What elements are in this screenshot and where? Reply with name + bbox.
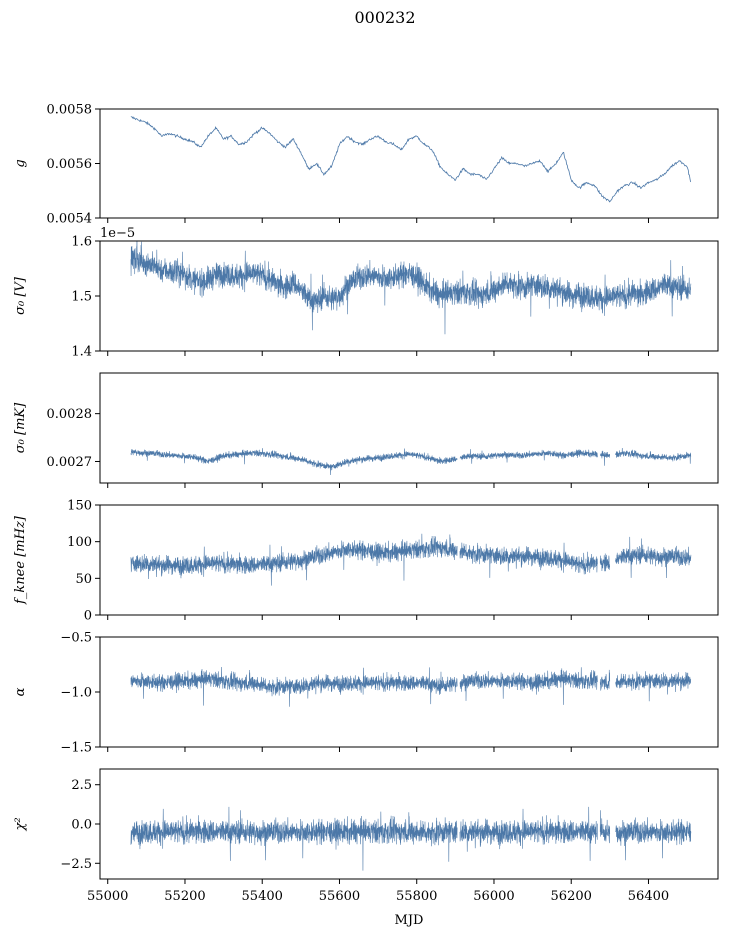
y-tick-label: 2.5 <box>71 778 92 793</box>
subplot-stack: 0.0054 0.0056 0.0058 g 1.4 1.5 1.6 1e−5 σ₀ [V] 0.… <box>13 103 719 904</box>
y-tick-label: −0.5 <box>60 631 92 646</box>
y-tick-label: 0 <box>84 609 92 624</box>
y-tick-label: 1.5 <box>71 290 92 305</box>
y-tick-label: 0.0054 <box>47 212 93 227</box>
series-line-1 <box>130 447 692 476</box>
y-tick-label: 1.6 <box>71 235 92 250</box>
y-tick-label: 0.0056 <box>47 157 93 172</box>
x-tick-label: 55200 <box>164 889 205 904</box>
y-tick-label: −1.5 <box>60 741 92 756</box>
axes-frame <box>99 240 719 352</box>
y-tick-label: 1.4 <box>71 345 92 360</box>
x-tick-label: 56400 <box>628 889 669 904</box>
subplot-3: 0.0027 0.0028 σ₀ [mK] <box>13 372 719 488</box>
y-tick-label: −2.5 <box>60 857 92 872</box>
x-tick-label: 56000 <box>473 889 514 904</box>
y-tick-label: 100 <box>67 535 92 550</box>
subplot-6: −2.5 0.0 2.5 55000 55200 55400 55600 55800 56000… <box>13 768 719 904</box>
figure-title: 000232 <box>354 8 415 27</box>
series-line-1 <box>130 116 691 203</box>
y-tick-label: 0.0027 <box>47 455 93 470</box>
axes-frame <box>99 108 719 219</box>
subplot-4: 0 50 100 150 f_knee [mHz] <box>13 499 719 624</box>
y-axis-label: α <box>13 687 28 696</box>
y-tick-label: 150 <box>67 499 92 514</box>
series-line-1 <box>130 241 692 335</box>
y-tick-label: 50 <box>75 572 92 587</box>
y-axis-label: χ² <box>13 817 28 831</box>
x-tick-label: 55600 <box>319 889 360 904</box>
y-axis-label: σ₀ [V] <box>13 276 28 315</box>
x-tick-label: 55800 <box>396 889 437 904</box>
axes-frame <box>99 504 719 616</box>
y-axis-label: σ₀ [mK] <box>13 402 28 453</box>
y-offset-text: 1e−5 <box>100 226 135 241</box>
y-tick-label: 0.0 <box>71 818 92 833</box>
x-axis-label: MJD <box>395 913 424 928</box>
y-tick-label: −1.0 <box>60 686 92 701</box>
x-tick-label: 56200 <box>551 889 592 904</box>
y-tick-label: 0.0058 <box>47 103 93 118</box>
axes-frame <box>99 636 719 748</box>
subplot-2: 1.4 1.5 1.6 1e−5 σ₀ [V] <box>13 226 719 360</box>
y-axis-label: f_knee [mHz] <box>13 515 28 605</box>
subplot-5: −1.5 −1.0 −0.5 α <box>13 631 719 756</box>
x-tick-label: 55400 <box>242 889 283 904</box>
series-line-1 <box>130 533 692 586</box>
series-line-1 <box>130 666 692 707</box>
series-line-1 <box>130 806 692 871</box>
y-axis-label: g <box>13 159 28 167</box>
subplot-1: 0.0054 0.0056 0.0058 g <box>13 103 719 227</box>
x-tick-label: 55000 <box>87 889 128 904</box>
y-tick-label: 0.0028 <box>47 407 93 422</box>
axes-frame <box>99 372 719 484</box>
